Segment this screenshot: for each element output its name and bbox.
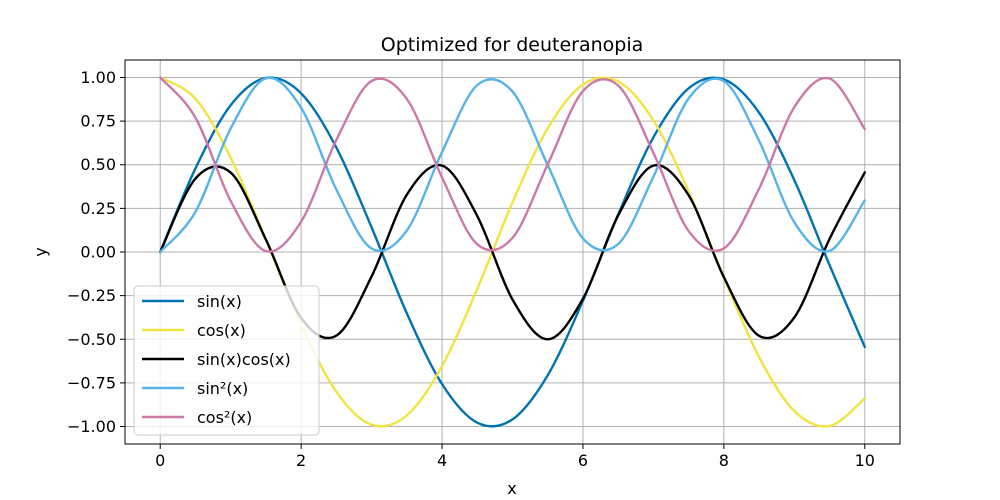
y-tick-label: −0.25: [67, 286, 116, 305]
y-tick-label: 1.00: [80, 68, 116, 87]
x-tick-label: 6: [578, 451, 588, 470]
legend-label: cos²(x): [197, 408, 252, 427]
legend-label: sin(x)cos(x): [197, 350, 291, 369]
legend: sin(x)cos(x)sin(x)cos(x)sin²(x)cos²(x): [133, 285, 320, 436]
series-line-3: [159, 163, 866, 341]
legend-label: sin²(x): [197, 379, 248, 398]
series-group: [159, 76, 866, 428]
series-line-5: [159, 76, 866, 253]
legend-label: sin(x): [197, 292, 242, 311]
legend-box: [133, 285, 320, 436]
x-tick-label: 4: [437, 451, 447, 470]
y-axis-label: y: [31, 247, 50, 256]
y-tick-label: 0.75: [80, 112, 116, 131]
y-tick-label: 0.25: [80, 199, 116, 218]
legend-label: cos(x): [197, 321, 246, 340]
series-line-4: [159, 76, 866, 254]
y-tick-label: −0.50: [67, 330, 116, 349]
y-axis: −1.00 −0.75 −0.50 −0.25 0.00 0.25 0.50 0.75 1.00: [67, 68, 125, 436]
x-axis-label: x: [507, 479, 516, 498]
x-axis: 0 2 4 6 8 10: [155, 444, 875, 470]
x-tick-label: 8: [719, 451, 729, 470]
x-tick-label: 10: [855, 451, 875, 470]
y-tick-label: −1.00: [67, 417, 116, 436]
y-tick-label: 0.50: [80, 155, 116, 174]
x-tick-label: 2: [296, 451, 306, 470]
x-tick-label: 0: [155, 451, 165, 470]
y-tick-label: 0.00: [80, 243, 116, 262]
chart-title: Optimized for deuteranopia: [381, 34, 644, 56]
y-tick-label: −0.75: [67, 373, 116, 392]
series-line-1: [159, 76, 866, 428]
